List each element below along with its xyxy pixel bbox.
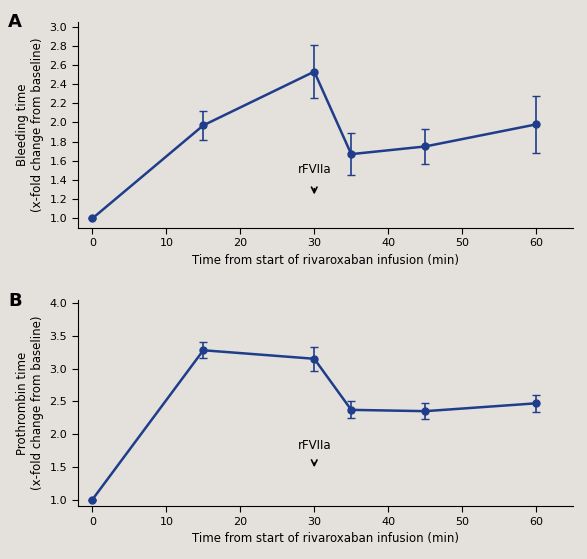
X-axis label: Time from start of rivaroxaban infusion (min): Time from start of rivaroxaban infusion … (192, 254, 459, 267)
X-axis label: Time from start of rivaroxaban infusion (min): Time from start of rivaroxaban infusion … (192, 532, 459, 545)
Y-axis label: Prothrombin time
(x-fold change from baseline): Prothrombin time (x-fold change from bas… (16, 316, 44, 490)
Text: rFVIIa: rFVIIa (298, 163, 331, 176)
Y-axis label: Bleeding time
(x-fold change from baseline): Bleeding time (x-fold change from baseli… (16, 37, 43, 212)
Text: A: A (8, 13, 22, 31)
Text: rFVIIa: rFVIIa (298, 439, 331, 452)
Text: B: B (8, 292, 22, 310)
